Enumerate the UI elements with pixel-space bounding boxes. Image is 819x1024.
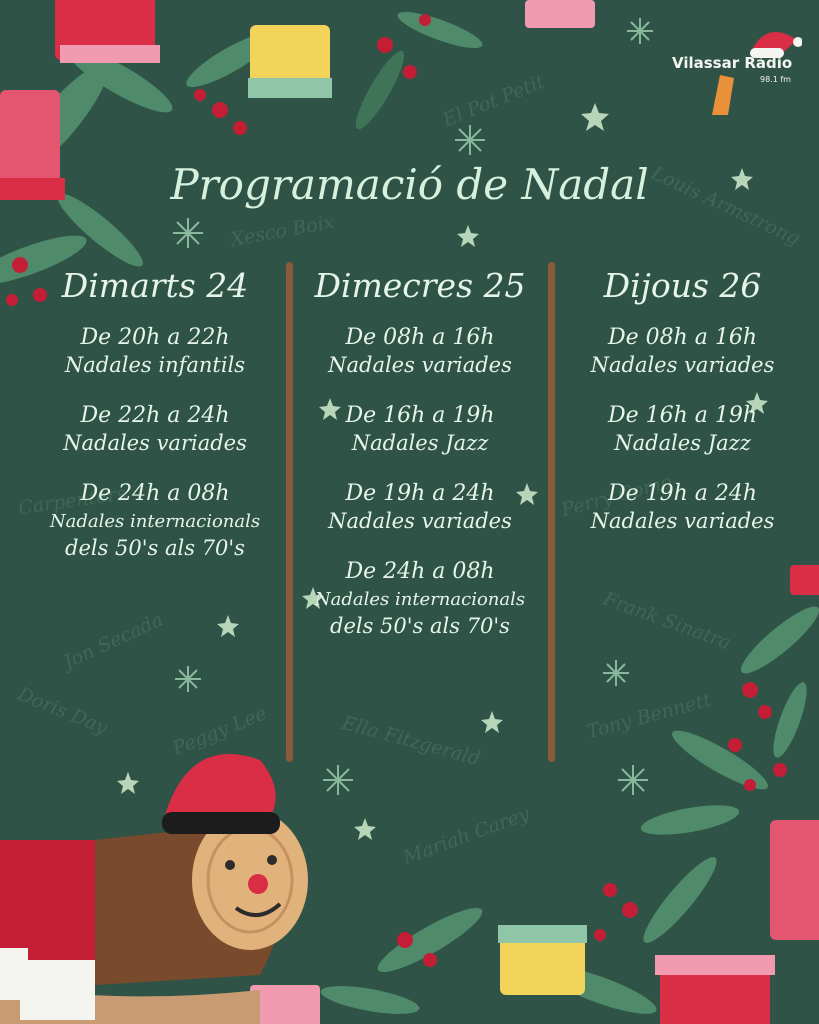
slot-program: Nadales infantils: [64, 353, 246, 377]
santa-hat-icon: [712, 32, 802, 115]
gift-box-top-1: [55, 0, 155, 60]
slot-time: De 19h a 24h: [345, 481, 495, 506]
slot-program: Nadales variades: [590, 509, 775, 533]
slot-program-detail: dels 50's als 70's: [330, 614, 510, 638]
slot-time: De 24h a 08h: [345, 559, 495, 584]
slot-program: Nadales variades: [328, 509, 512, 533]
column-divider: [286, 262, 293, 762]
schedule-slot: De 20h a 22h Nadales infantils: [30, 323, 280, 379]
gift-box-top-2: [250, 25, 330, 85]
day-column-1: Dimarts 24 De 20h a 22h Nadales infantil…: [30, 266, 280, 584]
day-heading: Dijous 26: [603, 266, 762, 305]
slot-time: De 20h a 22h: [80, 325, 230, 350]
day-column-3: Dijous 26 De 08h a 16h Nadales variades …: [555, 266, 810, 557]
slot-program: Nadales internacionals: [49, 511, 261, 532]
radio-logo: Vilassar Ràdio 98.1 fm: [672, 20, 802, 115]
snowflake-field: [173, 18, 653, 795]
day-column-2: Dimecres 25 De 08h a 16h Nadales variade…: [295, 266, 545, 662]
schedule-slot: De 16h a 19h Nadales Jazz: [295, 401, 545, 457]
schedule-slot: De 24h a 08h Nadales internacionals dels…: [295, 557, 545, 640]
day-heading: Dimecres 25: [314, 266, 526, 305]
star-field: [117, 103, 768, 840]
schedule-slot: De 08h a 16h Nadales variades: [555, 323, 810, 379]
slot-time: De 16h a 19h: [607, 403, 758, 428]
berries-right: [728, 682, 787, 791]
slot-program: Nadales variades: [63, 431, 247, 455]
logo-frequency: 98.1 fm: [760, 75, 791, 84]
slot-time: De 19h a 24h: [607, 481, 758, 506]
schedule-slot: De 22h a 24h Nadales variades: [30, 401, 280, 457]
schedule-slot: De 19h a 24h Nadales variades: [295, 479, 545, 535]
day-heading: Dimarts 24: [61, 266, 249, 305]
schedule-slot: De 08h a 16h Nadales variades: [295, 323, 545, 379]
tio-log: [0, 754, 308, 1024]
slot-time: De 16h a 19h: [345, 403, 495, 428]
schedule-slot: De 19h a 24h Nadales variades: [555, 479, 810, 535]
schedule-slot: De 24h a 08h Nadales internacionals dels…: [30, 479, 280, 562]
slot-program: Nadales variades: [328, 353, 512, 377]
slot-program: Nadales variades: [590, 353, 775, 377]
slot-program: Nadales Jazz: [614, 431, 751, 455]
slot-program: Nadales internacionals: [314, 589, 526, 610]
slot-program-detail: dels 50's als 70's: [65, 536, 245, 560]
right-foliage: [640, 606, 819, 835]
gift-box-right: [770, 820, 819, 940]
berries-top: [6, 14, 431, 306]
page-title: Programació de Nadal: [170, 160, 649, 209]
schedule-slot: De 16h a 19h Nadales Jazz: [555, 401, 810, 457]
slot-time: De 22h a 24h: [80, 403, 230, 428]
slot-program: Nadales Jazz: [351, 431, 489, 455]
berries-bottom: [397, 883, 638, 967]
slot-time: De 08h a 16h: [607, 325, 758, 350]
column-divider: [548, 262, 555, 762]
slot-time: De 08h a 16h: [345, 325, 495, 350]
slot-time: De 24h a 08h: [80, 481, 230, 506]
logo-name: Vilassar Ràdio: [672, 54, 793, 72]
